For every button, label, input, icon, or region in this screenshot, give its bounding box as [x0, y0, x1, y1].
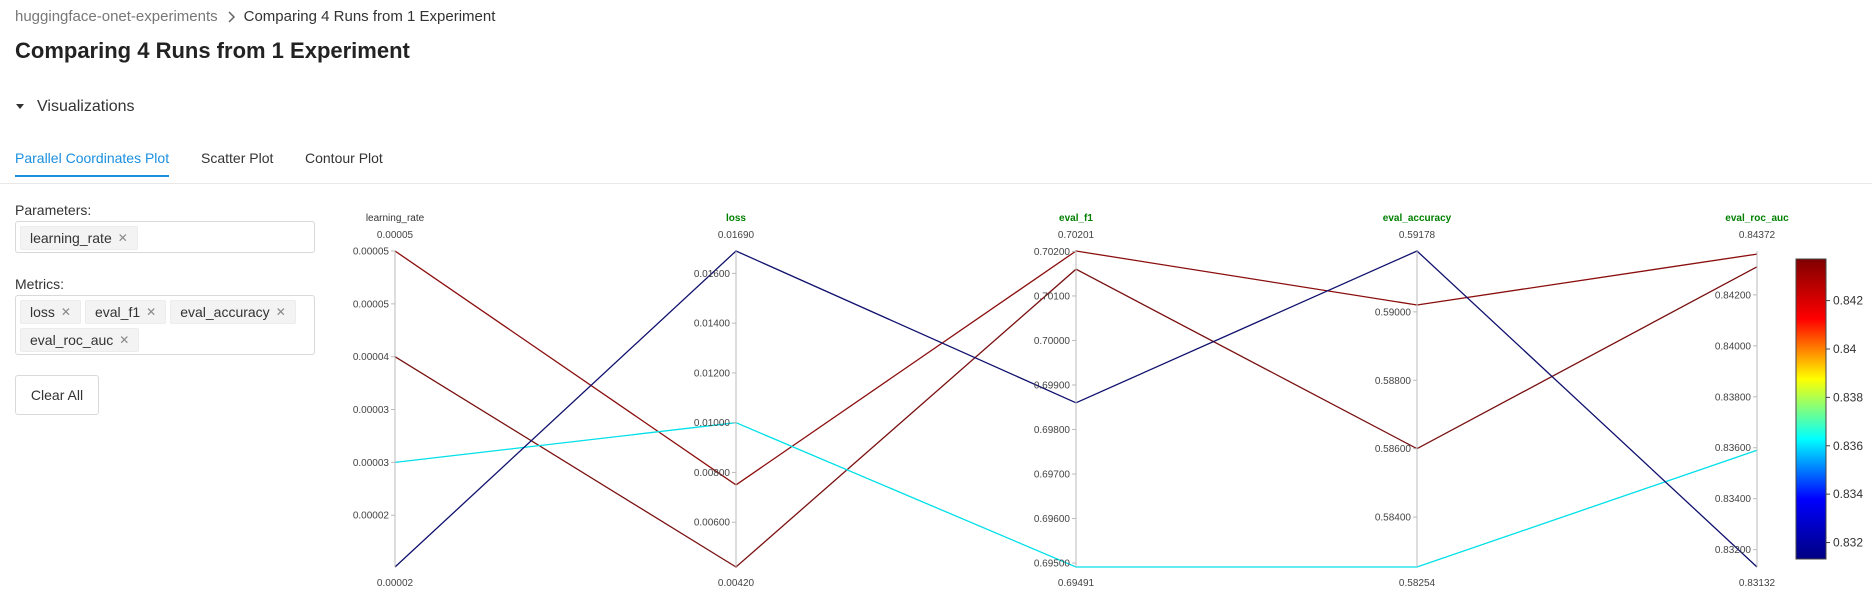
tick-label: 0.84000: [1715, 341, 1752, 352]
tick-label: 0.83800: [1715, 392, 1752, 403]
visualization-tabs: Parallel Coordinates Plot Scatter Plot C…: [0, 150, 1872, 184]
metric-tag-label: eval_f1: [94, 304, 141, 320]
tick-label: 0.00005: [353, 247, 390, 258]
axis-max-label: 0.84372: [1739, 230, 1776, 241]
close-icon[interactable]: ✕: [60, 305, 71, 319]
tick-label: 0.70200: [1034, 247, 1071, 258]
axis-title-loss[interactable]: loss: [726, 213, 746, 224]
metric-tag-eval-roc-auc: eval_roc_auc ✕: [20, 328, 140, 352]
tick-label: 0.00003: [353, 458, 390, 469]
metric-tag-loss: loss ✕: [20, 300, 81, 324]
colorscale-tick-label: 0.834: [1833, 487, 1863, 501]
breadcrumb-experiment-link[interactable]: huggingface-onet-experiments: [15, 8, 218, 25]
metric-tag-label: loss: [30, 304, 55, 320]
metrics-select[interactable]: loss ✕ eval_f1 ✕ eval_accuracy ✕ eval_ro…: [15, 295, 315, 355]
tick-label: 0.00005: [353, 299, 390, 310]
axis-min-label: 0.00002: [377, 578, 414, 589]
parameter-tag-learning-rate: learning_rate ✕: [20, 226, 138, 250]
tick-label: 0.00004: [353, 352, 390, 363]
axis-max-label: 0.00005: [377, 230, 414, 241]
tick-label: 0.01200: [694, 368, 731, 379]
clear-all-button[interactable]: Clear All: [15, 375, 99, 415]
axis-max-label: 0.59178: [1399, 230, 1436, 241]
tab-contour-plot[interactable]: Contour Plot: [305, 150, 383, 166]
chevron-right-icon: [228, 10, 235, 23]
breadcrumb: huggingface-onet-experiments Comparing 4…: [15, 8, 495, 25]
tick-label: 0.00002: [353, 511, 390, 522]
tick-label: 0.83600: [1715, 443, 1752, 454]
caret-down-icon: [16, 104, 24, 109]
close-icon[interactable]: ✕: [119, 333, 130, 347]
metric-tag-eval-accuracy: eval_accuracy ✕: [170, 300, 296, 324]
metric-tag-label: eval_roc_auc: [30, 332, 114, 348]
close-icon[interactable]: ✕: [275, 305, 286, 319]
colorscale-tick-label: 0.842: [1833, 294, 1863, 308]
tab-parallel-coordinates[interactable]: Parallel Coordinates Plot: [15, 150, 170, 177]
tick-label: 0.70000: [1034, 336, 1071, 347]
parameter-tag-label: learning_rate: [30, 230, 112, 246]
axis-min-label: 0.83132: [1739, 578, 1776, 589]
visualizations-label: Visualizations: [37, 98, 135, 115]
axis-min-label: 0.58254: [1399, 578, 1436, 589]
page-title: Comparing 4 Runs from 1 Experiment: [15, 38, 410, 63]
metrics-label: Metrics:: [15, 276, 64, 292]
parameters-label: Parameters:: [15, 202, 92, 218]
tick-label: 0.83200: [1715, 545, 1752, 556]
tick-label: 0.70100: [1034, 291, 1071, 302]
axis-min-label: 0.69491: [1058, 578, 1095, 589]
parameters-select[interactable]: learning_rate ✕: [15, 221, 315, 253]
axis-title-learning_rate[interactable]: learning_rate: [366, 213, 425, 224]
tick-label: 0.58400: [1375, 513, 1412, 524]
breadcrumb-current: Comparing 4 Runs from 1 Experiment: [243, 8, 496, 25]
colorscale-tick-label: 0.836: [1833, 439, 1863, 453]
colorscale-tick-label: 0.832: [1833, 536, 1863, 550]
axis-min-label: 0.00420: [718, 578, 755, 589]
colorscale-tick-label: 0.84: [1833, 342, 1857, 356]
close-icon[interactable]: ✕: [117, 231, 128, 245]
axis-max-label: 0.01690: [718, 230, 755, 241]
tick-label: 0.69600: [1034, 514, 1071, 525]
tick-label: 0.58800: [1375, 376, 1412, 387]
tick-label: 0.58600: [1375, 444, 1412, 455]
axis-title-eval_f1[interactable]: eval_f1: [1059, 213, 1093, 224]
tick-label: 0.69500: [1034, 558, 1071, 569]
colorscale-tick-label: 0.838: [1833, 390, 1863, 404]
tick-label: 0.83400: [1715, 494, 1752, 505]
tick-label: 0.01000: [694, 418, 731, 429]
visualizations-toggle[interactable]: Visualizations: [15, 98, 135, 116]
axis-max-label: 0.70201: [1058, 230, 1095, 241]
tick-label: 0.69800: [1034, 425, 1071, 436]
tab-scatter-plot[interactable]: Scatter Plot: [201, 150, 274, 166]
axis-title-eval_roc_auc[interactable]: eval_roc_auc: [1725, 213, 1789, 224]
tick-label: 0.69700: [1034, 469, 1071, 480]
colorscale-bar: [1795, 258, 1827, 560]
tick-label: 0.00600: [694, 518, 731, 529]
tick-label: 0.01400: [694, 319, 731, 330]
tick-label: 0.01600: [694, 269, 731, 280]
metric-tag-eval-f1: eval_f1 ✕: [84, 300, 167, 324]
metric-tag-label: eval_accuracy: [180, 304, 270, 320]
tick-label: 0.84200: [1715, 290, 1752, 301]
tick-label: 0.00003: [353, 405, 390, 416]
axis-title-eval_accuracy[interactable]: eval_accuracy: [1383, 213, 1452, 224]
tick-label: 0.69900: [1034, 380, 1071, 391]
close-icon[interactable]: ✕: [146, 305, 157, 319]
tick-label: 0.00800: [694, 468, 731, 479]
tick-label: 0.59000: [1375, 307, 1412, 318]
